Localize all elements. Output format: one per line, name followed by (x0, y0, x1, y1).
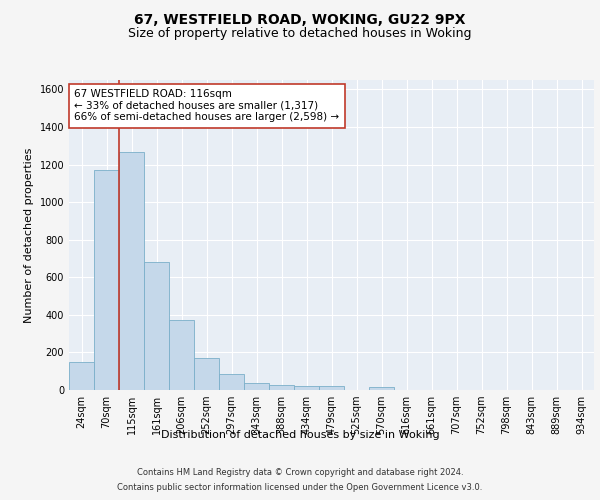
Y-axis label: Number of detached properties: Number of detached properties (24, 148, 34, 322)
Bar (119, 152, 144, 390)
Bar (319, 386, 344, 390)
Bar (294, 386, 319, 390)
Bar (244, 383, 269, 390)
Bar (219, 374, 244, 390)
Bar (144, 262, 169, 390)
Text: Contains public sector information licensed under the Open Government Licence v3: Contains public sector information licen… (118, 483, 482, 492)
Text: Distribution of detached houses by size in Woking: Distribution of detached houses by size … (161, 430, 439, 440)
Text: 67, WESTFIELD ROAD, WOKING, GU22 9PX: 67, WESTFIELD ROAD, WOKING, GU22 9PX (134, 12, 466, 26)
Bar (369, 387, 394, 390)
Bar (269, 384, 294, 390)
Bar (194, 358, 219, 390)
Bar (169, 320, 194, 390)
Bar (69, 362, 94, 390)
Text: Size of property relative to detached houses in Woking: Size of property relative to detached ho… (128, 28, 472, 40)
Text: Contains HM Land Registry data © Crown copyright and database right 2024.: Contains HM Land Registry data © Crown c… (137, 468, 463, 477)
Bar (94, 170, 119, 390)
Text: 67 WESTFIELD ROAD: 116sqm
← 33% of detached houses are smaller (1,317)
66% of se: 67 WESTFIELD ROAD: 116sqm ← 33% of detac… (74, 90, 340, 122)
